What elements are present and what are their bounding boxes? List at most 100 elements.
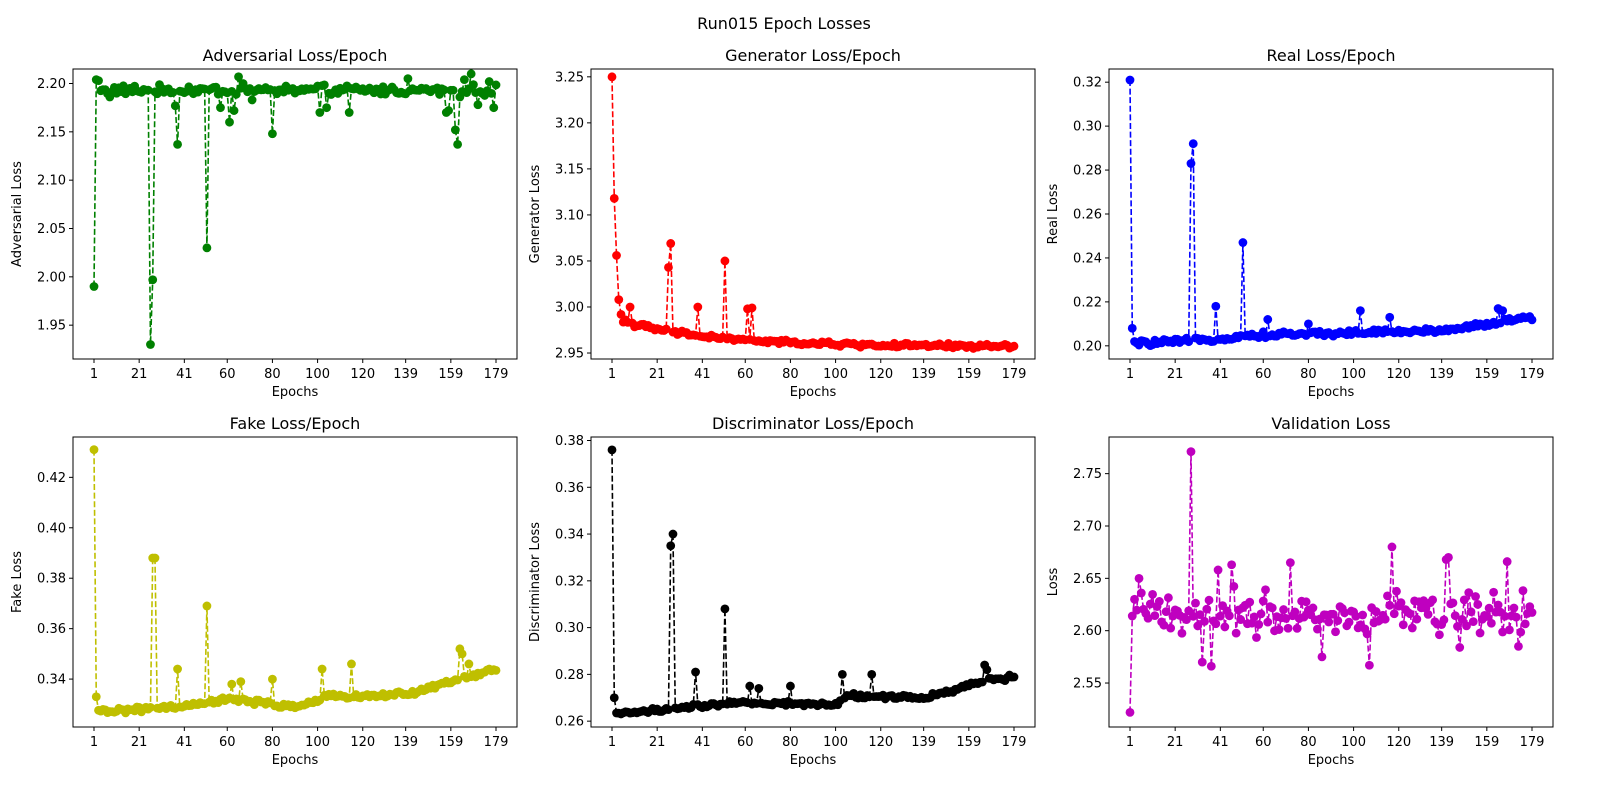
data-point: [229, 106, 239, 115]
data-point: [1009, 341, 1019, 351]
data-point: [666, 541, 676, 551]
x-tick-label: 41: [1212, 367, 1229, 382]
x-axis-label: Epochs: [1308, 753, 1355, 768]
data-point: [1389, 609, 1399, 619]
data-point: [1514, 641, 1523, 651]
data-point: [1527, 608, 1537, 617]
plot-frame: [1108, 436, 1554, 728]
data-point: [666, 239, 676, 248]
data-point: [487, 88, 496, 98]
data-point: [1484, 603, 1494, 613]
y-axis-label: Real Loss: [1046, 183, 1061, 244]
data-point: [403, 74, 413, 84]
data-point: [444, 106, 453, 115]
x-tick-label: 179: [1520, 735, 1545, 750]
y-axis-label: Loss: [1046, 568, 1061, 597]
subplot-title: Fake Loss/Epoch: [230, 414, 361, 433]
data-point: [347, 659, 356, 669]
x-axis-label: Epochs: [272, 753, 319, 768]
series-line: [93, 449, 497, 715]
data-point: [1471, 592, 1480, 601]
data-point: [1249, 612, 1259, 622]
x-tick-label: 139: [911, 367, 936, 382]
y-tick-label: 0.24: [1073, 251, 1102, 266]
data-point: [344, 108, 354, 117]
y-tick-label: 0.32: [1073, 76, 1102, 91]
data-point: [484, 77, 494, 86]
x-tick-label: 159: [438, 367, 463, 382]
data-point: [1220, 622, 1230, 632]
data-point: [1364, 660, 1374, 670]
x-tick-label: 179: [484, 735, 509, 750]
data-point: [1324, 617, 1334, 627]
data-point: [1358, 610, 1368, 620]
data-point: [1516, 627, 1526, 637]
data-point: [1405, 609, 1415, 619]
y-tick-label: 0.20: [1073, 339, 1102, 354]
y-tick-label: 2.05: [37, 222, 66, 237]
subplot-4: Fake Loss/Epoch 1 21 41 60 80 100 120 139 159 179 0…: [10, 414, 518, 768]
x-tick-label: 139: [393, 735, 418, 750]
y-tick-label: 0.32: [555, 574, 584, 589]
x-tick-label: 139: [1429, 735, 1454, 750]
data-point: [1211, 301, 1221, 311]
x-tick-label: 60: [737, 367, 754, 382]
data-point: [1299, 612, 1309, 622]
data-point: [625, 302, 635, 312]
data-point: [1396, 598, 1406, 608]
y-tick-label: 0.22: [1073, 295, 1102, 310]
data-point: [1154, 597, 1164, 606]
data-point: [1136, 588, 1146, 598]
y-tick-label: 0.36: [37, 622, 66, 637]
data-point: [1392, 586, 1401, 596]
data-point: [1245, 597, 1255, 607]
data-point: [234, 72, 243, 82]
data-point: [664, 263, 673, 272]
data-point: [1238, 238, 1248, 247]
data-point: [1412, 614, 1422, 624]
data-point: [1290, 607, 1300, 617]
x-tick-label: 41: [176, 735, 193, 750]
data-point: [1385, 312, 1395, 322]
data-point: [1313, 624, 1322, 634]
x-tick-label: 100: [305, 735, 330, 750]
data-point: [231, 89, 241, 99]
x-tick-label: 100: [823, 735, 848, 750]
data-point: [1493, 600, 1503, 610]
series: [89, 445, 501, 718]
data-point: [1148, 589, 1157, 599]
y-tick-label: 0.30: [555, 621, 584, 636]
series: [607, 72, 1019, 353]
x-tick-label: 21: [649, 367, 666, 382]
data-point: [1511, 612, 1521, 622]
data-point: [319, 80, 329, 90]
series: [1125, 447, 1537, 717]
y-tick-label: 2.10: [37, 174, 66, 189]
data-point: [469, 80, 478, 90]
data-point: [1464, 588, 1474, 598]
plot-frame: [1108, 68, 1554, 360]
data-point: [664, 705, 673, 714]
data-point: [977, 677, 987, 687]
subplot-6: Validation Loss 1 21 41 60 80 100 120 139 159 179 2…: [1046, 414, 1554, 768]
data-point: [1459, 595, 1469, 605]
y-tick-label: 3.00: [555, 300, 584, 315]
data-point: [1143, 613, 1153, 623]
data-point: [607, 445, 617, 455]
data-point: [146, 703, 155, 712]
x-tick-label: 80: [1300, 367, 1317, 382]
data-point: [1263, 617, 1273, 627]
x-tick-label: 41: [176, 367, 193, 382]
data-point: [1292, 623, 1302, 633]
x-axis-label: Epochs: [790, 753, 837, 768]
data-point: [1331, 627, 1340, 637]
data-point: [1224, 611, 1234, 621]
y-tick-label: 0.42: [37, 471, 66, 486]
figure-suptitle: Run015 Epoch Losses: [697, 14, 871, 33]
data-point: [1344, 617, 1354, 627]
x-tick-label: 100: [1341, 367, 1366, 382]
subplot-title: Generator Loss/Epoch: [725, 46, 901, 65]
data-point: [614, 295, 624, 305]
series: [607, 445, 1019, 719]
data-point: [1191, 598, 1200, 608]
